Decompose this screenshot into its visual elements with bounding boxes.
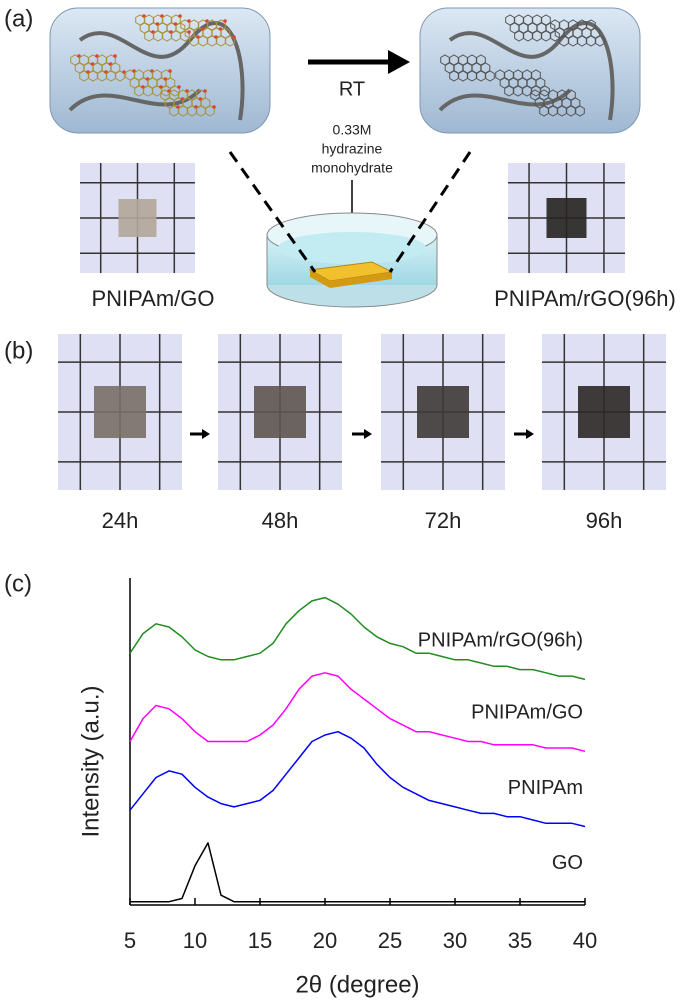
gel-sample (254, 386, 306, 438)
hexagon (531, 69, 541, 81)
series-label: PNIPAm (508, 777, 583, 799)
dashed-line (388, 151, 472, 273)
reagent-label: 0.33M (333, 122, 372, 138)
oxygen-atom (203, 89, 207, 93)
hexagon (575, 105, 585, 117)
hexagon (535, 77, 546, 89)
hexagon (541, 14, 551, 26)
hexagon (570, 97, 581, 109)
panel-label: (a) (4, 5, 33, 32)
time-label: 96h (586, 508, 623, 533)
hexagon (485, 70, 495, 82)
hexagon (586, 19, 596, 31)
x-tick-label: 5 (124, 928, 136, 953)
oxygen-atom (168, 69, 172, 73)
x-axis-label: 2θ (degree) (295, 971, 419, 998)
gel-sample (578, 386, 630, 438)
hexagon (545, 22, 556, 34)
x-tick-label: 10 (183, 928, 207, 953)
gel-sample (94, 386, 146, 438)
liquid (278, 232, 426, 264)
gel-sample (417, 386, 469, 438)
time-label: 72h (425, 508, 462, 533)
series-line (129, 672, 586, 753)
oxygen-atom (178, 14, 182, 18)
hexagon (595, 35, 605, 47)
arrow-label: RT (339, 78, 365, 100)
hexagon (566, 89, 576, 101)
sample-label: PNIPAm/GO (91, 286, 214, 311)
hexagon (200, 97, 211, 109)
xrd-chart: 5 10 15 20 25 30 35 40 2θ (degree) Intensity (a.u… (77, 578, 597, 998)
series-line (129, 596, 586, 681)
hexagon (550, 30, 560, 42)
gel-block (419, 7, 641, 134)
gel-sample (546, 198, 587, 238)
hexagon (175, 22, 186, 34)
gel-block (49, 7, 271, 134)
oxygen-atom (122, 70, 126, 74)
arrow-head (388, 50, 410, 74)
x-tick-label: 20 (313, 928, 337, 953)
panel-label: (b) (4, 337, 33, 364)
gel-sample (118, 199, 157, 237)
arrow-head (202, 429, 210, 439)
x-tick-label: 25 (378, 928, 402, 953)
series-label: GO (552, 852, 583, 874)
oxygen-atom (212, 105, 216, 109)
graphene-oxide-sheets (70, 14, 236, 117)
hexagon (110, 62, 121, 74)
oxygen-atom (177, 85, 181, 89)
y-axis-label: Intensity (a.u.) (77, 685, 104, 837)
oxygen-atom (223, 19, 227, 23)
hexagon (476, 54, 486, 66)
sample-label: PNIPAm/rGO(96h) (494, 286, 676, 311)
series-line (129, 730, 586, 828)
hexagon (220, 27, 231, 39)
x-tick-label: 15 (248, 928, 272, 953)
series-label: PNIPAm/GO (471, 702, 583, 724)
oxygen-atom (113, 54, 117, 58)
series-label: PNIPAm/rGO(96h) (418, 630, 583, 652)
x-tick-label: 40 (573, 928, 597, 953)
graphene-sheets (440, 14, 605, 117)
time-label: 24h (102, 508, 139, 533)
panel-label: (c) (4, 570, 32, 597)
hexagon (165, 77, 176, 89)
time-label: 48h (262, 508, 299, 533)
reagent-label: monohydrate (311, 160, 393, 176)
hexagon (540, 85, 550, 97)
dashed-line (228, 151, 317, 273)
reagent-label: hydrazine (322, 141, 383, 157)
oxygen-atom (187, 30, 191, 34)
hexagon (480, 62, 491, 74)
arrow-head (526, 429, 534, 439)
oxygen-atom (232, 35, 236, 39)
x-tick-label: 35 (508, 928, 532, 953)
gel-sample (310, 270, 392, 288)
x-tick-label: 30 (443, 928, 467, 953)
arrow-head (364, 429, 372, 439)
series-line (130, 842, 585, 903)
hexagon (590, 27, 601, 39)
